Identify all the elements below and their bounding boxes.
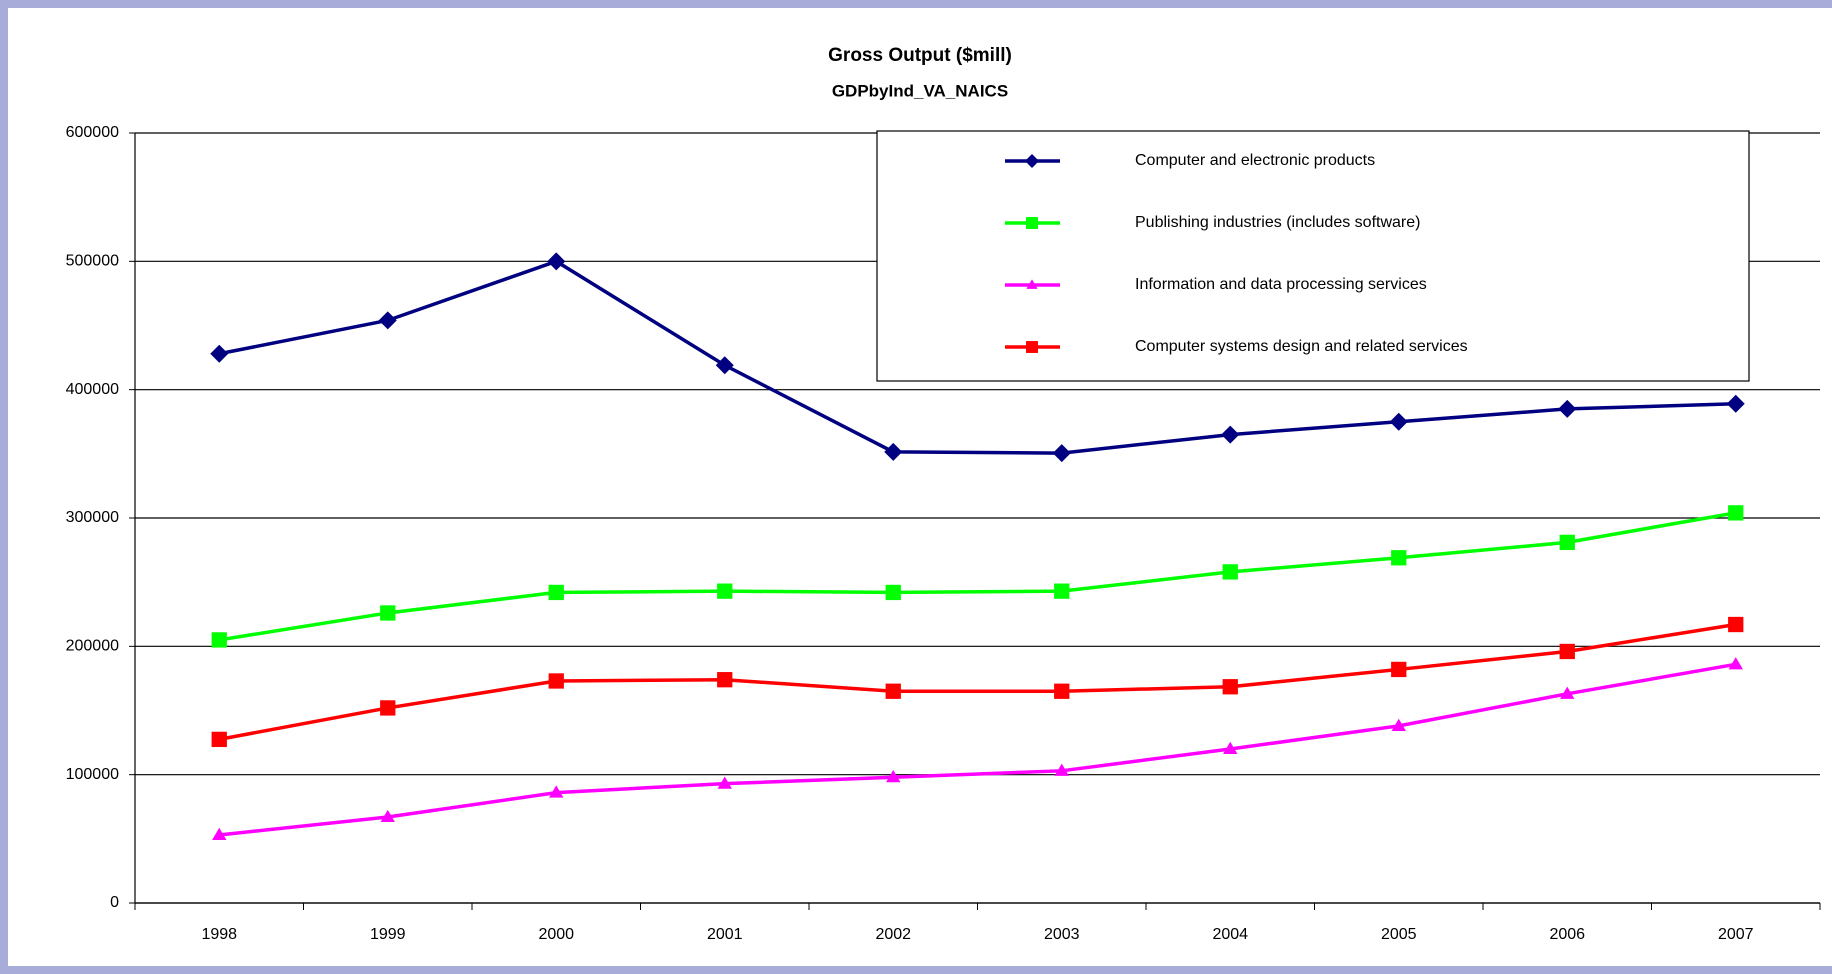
data-marker: [717, 583, 733, 599]
data-marker: [1728, 505, 1744, 521]
y-tick-label: 100000: [66, 766, 119, 783]
data-marker: [1559, 534, 1575, 551]
data-marker: [885, 584, 901, 601]
legend-box: [876, 130, 1750, 382]
data-marker: [549, 785, 564, 798]
data-marker: [1222, 564, 1238, 580]
data-marker: [1221, 425, 1240, 444]
x-tick-label: 2002: [875, 926, 911, 943]
data-marker: [1054, 583, 1070, 599]
series-line: [219, 662, 1737, 837]
x-tick-label: 2000: [538, 926, 574, 943]
chart-title: Gross Output ($mill): [828, 45, 1012, 66]
series-line: [218, 622, 1737, 742]
data-marker: [884, 442, 903, 461]
data-marker: [1391, 661, 1407, 678]
legend-label: Computer and electronic products: [1135, 152, 1375, 169]
data-marker: [1558, 399, 1577, 418]
legend-marker: [1026, 341, 1038, 353]
y-tick-label: 0: [110, 894, 119, 911]
data-marker: [1726, 394, 1745, 413]
data-marker: [211, 731, 227, 748]
x-tick-label: 2001: [707, 926, 743, 943]
data-marker: [1728, 616, 1744, 633]
data-marker: [1052, 444, 1071, 463]
data-marker: [1223, 741, 1238, 755]
data-marker: [885, 683, 901, 699]
x-tick-label: 2006: [1549, 926, 1585, 943]
data-marker: [380, 605, 396, 621]
data-marker: [1560, 686, 1575, 699]
legend-label: Computer systems design and related serv…: [1135, 338, 1468, 355]
y-tick-label: 500000: [66, 253, 119, 270]
data-marker: [717, 672, 733, 688]
chart-subtitle: GDPbyInd_VA_NAICS: [832, 81, 1008, 100]
data-marker: [211, 632, 227, 648]
legend-marker: [1026, 279, 1038, 289]
x-tick-label: 1998: [201, 926, 237, 943]
data-marker: [715, 356, 734, 375]
legend-marker: [1026, 217, 1038, 229]
x-tick-label: 2007: [1718, 926, 1754, 943]
y-tick-label: 200000: [66, 638, 119, 655]
data-marker: [547, 252, 566, 271]
legend-label: Publishing industries (includes software…: [1135, 214, 1420, 231]
data-marker: [548, 673, 564, 689]
x-tick-label: 1999: [370, 926, 406, 943]
data-marker: [548, 584, 564, 601]
data-marker: [1222, 679, 1238, 695]
data-marker: [1054, 683, 1070, 699]
data-marker: [210, 344, 229, 363]
data-marker: [1559, 643, 1575, 660]
data-marker: [717, 776, 732, 789]
data-marker: [1389, 412, 1408, 431]
y-tick-label: 400000: [66, 381, 119, 398]
legend-marker: [1025, 154, 1039, 168]
data-marker: [380, 700, 396, 716]
data-marker: [886, 770, 901, 783]
data-marker: [212, 827, 227, 841]
data-marker: [1391, 718, 1406, 731]
data-marker: [1391, 550, 1407, 566]
data-marker: [1728, 657, 1743, 670]
data-marker: [380, 809, 395, 823]
legend-label: Information and data processing services: [1135, 276, 1427, 293]
data-marker: [378, 311, 397, 330]
y-tick-label: 600000: [66, 124, 119, 141]
x-tick-label: 2004: [1212, 926, 1248, 943]
data-marker: [1054, 763, 1069, 776]
series-line: [218, 511, 1737, 642]
y-tick-label: 300000: [66, 509, 119, 526]
x-tick-label: 2003: [1044, 926, 1080, 943]
series-line: [218, 259, 1736, 455]
x-tick-label: 2005: [1381, 926, 1417, 943]
